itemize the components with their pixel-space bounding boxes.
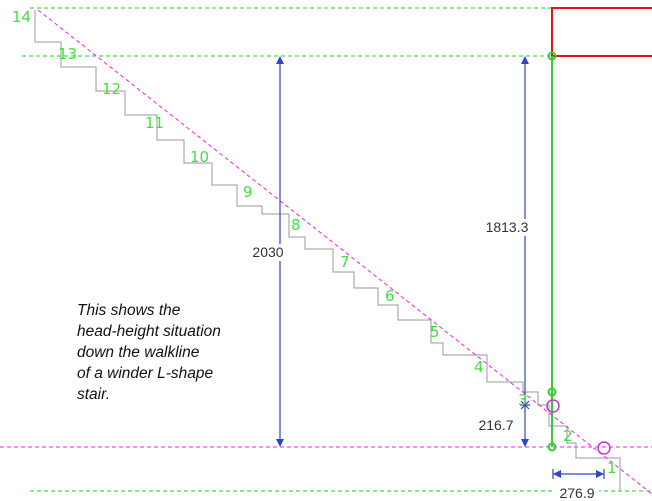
- stair-outline: [34, 10, 621, 491]
- step-number-5: 5: [430, 323, 440, 341]
- step-number-14: 14: [12, 8, 31, 26]
- step-number-8: 8: [291, 216, 301, 234]
- step-number-2: 2: [563, 427, 573, 445]
- step-number-4: 4: [474, 358, 484, 376]
- post-top-dot: [547, 51, 557, 61]
- note-line: stair.: [77, 386, 111, 403]
- step-number-7: 7: [340, 253, 350, 271]
- step-number-11: 11: [145, 114, 164, 132]
- note-line: head-height situation: [77, 323, 221, 340]
- explanation-note: This shows the head-height situation dow…: [77, 300, 267, 405]
- step-number-13: 13: [58, 45, 77, 63]
- walkline-marker-upper: [546, 399, 560, 413]
- head-height-label: 2030: [252, 244, 283, 260]
- head-height-label-bg: [249, 244, 287, 261]
- post-bottom-dot: [547, 442, 557, 452]
- step-number-6: 6: [385, 287, 395, 305]
- walkline-marker-lower: [597, 441, 611, 455]
- beam-outline: [551, 7, 652, 57]
- note-line: This shows the: [77, 302, 181, 319]
- step-number-12: 12: [102, 80, 121, 98]
- post-mid-dot: [547, 387, 557, 397]
- note-line: of a winder L-shape: [77, 365, 214, 382]
- step-number-10: 10: [190, 148, 209, 166]
- clearance-label-bg: [477, 219, 537, 236]
- note-line: down the walkline: [77, 344, 200, 361]
- pitch-line: [37, 9, 652, 495]
- clearance-label: 1813.3: [486, 219, 529, 235]
- going-dimension: [552, 469, 605, 479]
- step-number-1: 1: [607, 459, 617, 477]
- step-number-9: 9: [243, 183, 253, 201]
- step-number-3: 3: [518, 391, 528, 409]
- riser-dimension: [521, 406, 529, 447]
- riser-label: 216.7: [478, 417, 513, 433]
- going-label-bg: [555, 484, 599, 500]
- going-label: 276.9: [559, 485, 594, 501]
